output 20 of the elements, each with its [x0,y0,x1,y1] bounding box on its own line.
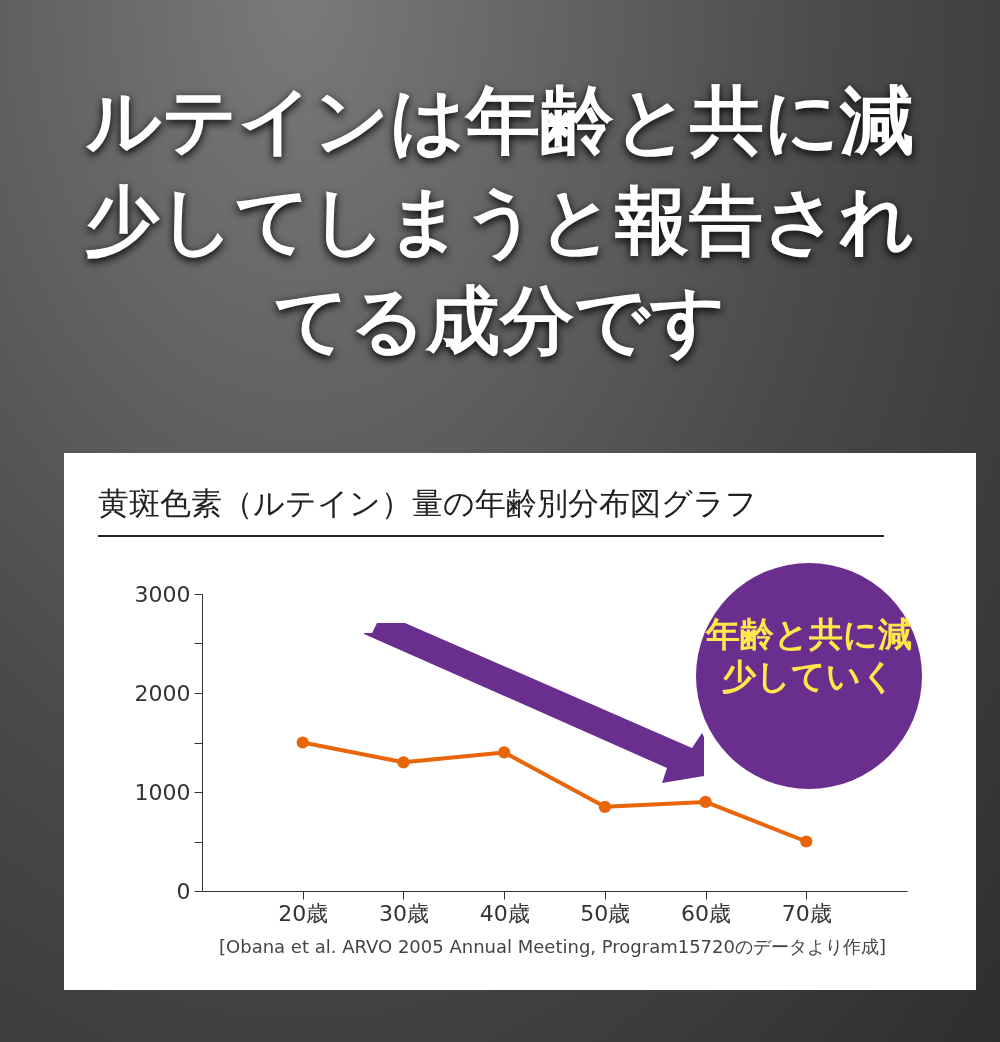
chart-subtitle: 黄斑色素（ルテイン）量の年齢別分布図グラフ [98,483,884,537]
x-tick-label: 60歳 [681,900,732,926]
point [800,835,813,848]
x-tick-label: 70歳 [781,900,832,926]
point [699,795,712,809]
y-tick-label: 0 [176,878,191,904]
x-tick-label: 20歳 [278,900,329,926]
y-tick-label: 3000 [134,581,191,607]
y-tick-label: 2000 [134,680,191,706]
x-tick-label: 40歳 [479,900,530,926]
x-tick-label: 50歳 [580,900,631,926]
chart-title: ルテインは年齢と共に減少してしまうと報告されてる成分です [84,76,916,365]
point [397,756,410,769]
annotation: 年齢と共に減少していく [704,613,913,697]
text: [Obana et al. ARVO 2005 Annual Meeting, Program15720のデータより作成] [219,935,886,959]
point [598,800,611,813]
x-tick-label: 30歳 [378,900,429,926]
point [296,736,309,749]
point [498,746,511,759]
y-tick-label: 1000 [134,779,191,805]
